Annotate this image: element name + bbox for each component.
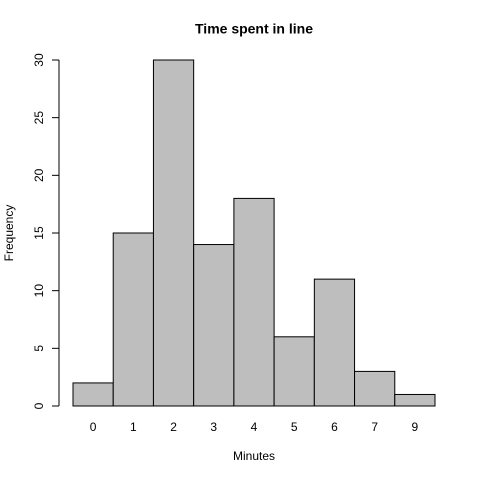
bar <box>354 370 396 407</box>
bar <box>233 197 275 407</box>
x-tick-label: 1 <box>130 420 137 434</box>
bar <box>112 232 154 407</box>
x-tick-label: 7 <box>371 420 378 434</box>
bar <box>193 244 235 407</box>
bar <box>273 336 315 407</box>
x-tick-label: 0 <box>90 420 97 434</box>
x-tick-label: 3 <box>210 420 217 434</box>
x-tick-label: 5 <box>291 420 298 434</box>
x-tick-label: 9 <box>412 420 419 434</box>
y-axis-label: Frequency <box>2 205 16 262</box>
x-tick-label: 2 <box>170 420 177 434</box>
y-tick-label: 15 <box>32 226 46 240</box>
y-tick-label: 0 <box>32 402 46 409</box>
bar <box>152 59 195 407</box>
y-tick-label: 10 <box>32 284 46 298</box>
y-tick-label: 20 <box>32 168 46 182</box>
y-tick-label: 5 <box>32 345 46 352</box>
x-tick-label: 4 <box>251 420 258 434</box>
chart-title: Time spent in line <box>195 21 313 37</box>
bar <box>313 278 356 407</box>
x-tick-label: 6 <box>331 420 338 434</box>
bar <box>72 382 114 407</box>
bar <box>394 393 436 407</box>
y-tick-label: 30 <box>32 53 46 67</box>
x-axis-label: Minutes <box>233 449 275 463</box>
y-tick-label: 25 <box>32 111 46 125</box>
